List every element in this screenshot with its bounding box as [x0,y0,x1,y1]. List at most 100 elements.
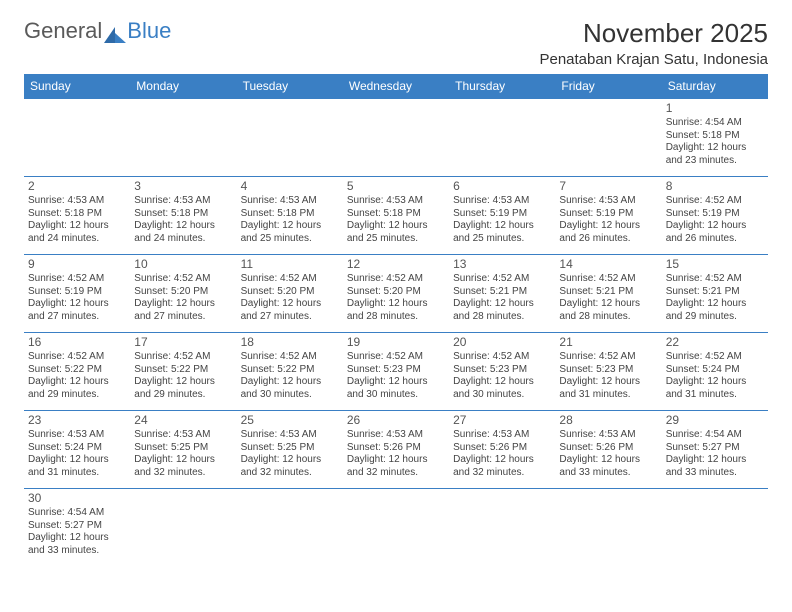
logo: General Blue [24,18,171,44]
logo-text-2: Blue [127,18,171,44]
calendar-cell: 20Sunrise: 4:52 AMSunset: 5:23 PMDayligh… [449,333,555,411]
day-info: Sunrise: 4:54 AMSunset: 5:27 PMDaylight:… [666,429,764,479]
day-info: Sunrise: 4:52 AMSunset: 5:23 PMDaylight:… [453,351,551,401]
day-number: 11 [241,257,339,272]
day-info: Sunrise: 4:52 AMSunset: 5:24 PMDaylight:… [666,351,764,401]
day-info: Sunrise: 4:53 AMSunset: 5:26 PMDaylight:… [559,429,657,479]
logo-icon [104,23,126,39]
day-header: Saturday [662,74,768,99]
calendar-cell: 12Sunrise: 4:52 AMSunset: 5:20 PMDayligh… [343,255,449,333]
calendar-cell: 3Sunrise: 4:53 AMSunset: 5:18 PMDaylight… [130,177,236,255]
day-number: 19 [347,335,445,350]
day-number: 7 [559,179,657,194]
title-block: November 2025 Penataban Krajan Satu, Ind… [539,18,768,68]
day-number: 5 [347,179,445,194]
logo-text-1: General [24,18,102,44]
day-info: Sunrise: 4:53 AMSunset: 5:19 PMDaylight:… [559,195,657,245]
calendar-cell: 1Sunrise: 4:54 AMSunset: 5:18 PMDaylight… [662,99,768,177]
page-title: November 2025 [539,18,768,49]
calendar-cell-empty [237,99,343,177]
day-number: 12 [347,257,445,272]
calendar-cell: 29Sunrise: 4:54 AMSunset: 5:27 PMDayligh… [662,411,768,489]
calendar-cell-empty [237,489,343,567]
calendar-cell-empty [555,489,661,567]
day-info: Sunrise: 4:52 AMSunset: 5:19 PMDaylight:… [666,195,764,245]
day-number: 25 [241,413,339,428]
day-number: 17 [134,335,232,350]
day-info: Sunrise: 4:52 AMSunset: 5:22 PMDaylight:… [28,351,126,401]
calendar-cell-empty [662,489,768,567]
day-header: Tuesday [237,74,343,99]
day-number: 16 [28,335,126,350]
calendar-cell: 15Sunrise: 4:52 AMSunset: 5:21 PMDayligh… [662,255,768,333]
calendar-cell: 30Sunrise: 4:54 AMSunset: 5:27 PMDayligh… [24,489,130,567]
calendar-cell: 16Sunrise: 4:52 AMSunset: 5:22 PMDayligh… [24,333,130,411]
day-info: Sunrise: 4:53 AMSunset: 5:19 PMDaylight:… [453,195,551,245]
day-info: Sunrise: 4:53 AMSunset: 5:26 PMDaylight:… [347,429,445,479]
calendar-cell: 26Sunrise: 4:53 AMSunset: 5:26 PMDayligh… [343,411,449,489]
day-info: Sunrise: 4:53 AMSunset: 5:18 PMDaylight:… [347,195,445,245]
day-number: 28 [559,413,657,428]
day-info: Sunrise: 4:52 AMSunset: 5:23 PMDaylight:… [347,351,445,401]
calendar-cell-empty [555,99,661,177]
calendar-cell: 27Sunrise: 4:53 AMSunset: 5:26 PMDayligh… [449,411,555,489]
day-info: Sunrise: 4:53 AMSunset: 5:25 PMDaylight:… [134,429,232,479]
day-header: Sunday [24,74,130,99]
calendar-row: 30Sunrise: 4:54 AMSunset: 5:27 PMDayligh… [24,489,768,567]
day-number: 24 [134,413,232,428]
day-number: 21 [559,335,657,350]
calendar-cell-empty [130,99,236,177]
day-number: 26 [347,413,445,428]
day-header: Thursday [449,74,555,99]
day-info: Sunrise: 4:52 AMSunset: 5:21 PMDaylight:… [559,273,657,323]
calendar-cell: 25Sunrise: 4:53 AMSunset: 5:25 PMDayligh… [237,411,343,489]
day-info: Sunrise: 4:52 AMSunset: 5:21 PMDaylight:… [666,273,764,323]
day-info: Sunrise: 4:53 AMSunset: 5:25 PMDaylight:… [241,429,339,479]
calendar-row: 2Sunrise: 4:53 AMSunset: 5:18 PMDaylight… [24,177,768,255]
calendar-row: 9Sunrise: 4:52 AMSunset: 5:19 PMDaylight… [24,255,768,333]
day-number: 6 [453,179,551,194]
calendar-cell: 10Sunrise: 4:52 AMSunset: 5:20 PMDayligh… [130,255,236,333]
calendar-cell: 14Sunrise: 4:52 AMSunset: 5:21 PMDayligh… [555,255,661,333]
calendar-cell: 7Sunrise: 4:53 AMSunset: 5:19 PMDaylight… [555,177,661,255]
calendar-cell: 23Sunrise: 4:53 AMSunset: 5:24 PMDayligh… [24,411,130,489]
day-number: 15 [666,257,764,272]
calendar-cell: 17Sunrise: 4:52 AMSunset: 5:22 PMDayligh… [130,333,236,411]
calendar-cell: 21Sunrise: 4:52 AMSunset: 5:23 PMDayligh… [555,333,661,411]
calendar-cell: 4Sunrise: 4:53 AMSunset: 5:18 PMDaylight… [237,177,343,255]
day-header: Friday [555,74,661,99]
calendar-cell: 18Sunrise: 4:52 AMSunset: 5:22 PMDayligh… [237,333,343,411]
day-info: Sunrise: 4:52 AMSunset: 5:22 PMDaylight:… [134,351,232,401]
calendar-body: 1Sunrise: 4:54 AMSunset: 5:18 PMDaylight… [24,99,768,567]
day-number: 4 [241,179,339,194]
day-number: 3 [134,179,232,194]
calendar-row: 23Sunrise: 4:53 AMSunset: 5:24 PMDayligh… [24,411,768,489]
calendar-cell-empty [449,489,555,567]
day-number: 30 [28,491,126,506]
header: General Blue November 2025 Penataban Kraj… [24,18,768,68]
day-number: 23 [28,413,126,428]
day-info: Sunrise: 4:53 AMSunset: 5:18 PMDaylight:… [134,195,232,245]
day-number: 27 [453,413,551,428]
day-info: Sunrise: 4:52 AMSunset: 5:19 PMDaylight:… [28,273,126,323]
day-info: Sunrise: 4:52 AMSunset: 5:22 PMDaylight:… [241,351,339,401]
day-number: 29 [666,413,764,428]
calendar-cell-empty [130,489,236,567]
calendar-cell: 2Sunrise: 4:53 AMSunset: 5:18 PMDaylight… [24,177,130,255]
calendar-cell: 11Sunrise: 4:52 AMSunset: 5:20 PMDayligh… [237,255,343,333]
day-info: Sunrise: 4:53 AMSunset: 5:24 PMDaylight:… [28,429,126,479]
calendar-cell: 9Sunrise: 4:52 AMSunset: 5:19 PMDaylight… [24,255,130,333]
day-header: Monday [130,74,236,99]
day-info: Sunrise: 4:52 AMSunset: 5:23 PMDaylight:… [559,351,657,401]
day-number: 20 [453,335,551,350]
day-info: Sunrise: 4:52 AMSunset: 5:21 PMDaylight:… [453,273,551,323]
location: Penataban Krajan Satu, Indonesia [539,51,768,68]
day-info: Sunrise: 4:53 AMSunset: 5:18 PMDaylight:… [28,195,126,245]
calendar-cell: 6Sunrise: 4:53 AMSunset: 5:19 PMDaylight… [449,177,555,255]
day-number: 1 [666,101,764,116]
day-header-row: SundayMondayTuesdayWednesdayThursdayFrid… [24,74,768,99]
day-number: 8 [666,179,764,194]
calendar-cell-empty [343,489,449,567]
day-info: Sunrise: 4:53 AMSunset: 5:18 PMDaylight:… [241,195,339,245]
day-info: Sunrise: 4:52 AMSunset: 5:20 PMDaylight:… [134,273,232,323]
